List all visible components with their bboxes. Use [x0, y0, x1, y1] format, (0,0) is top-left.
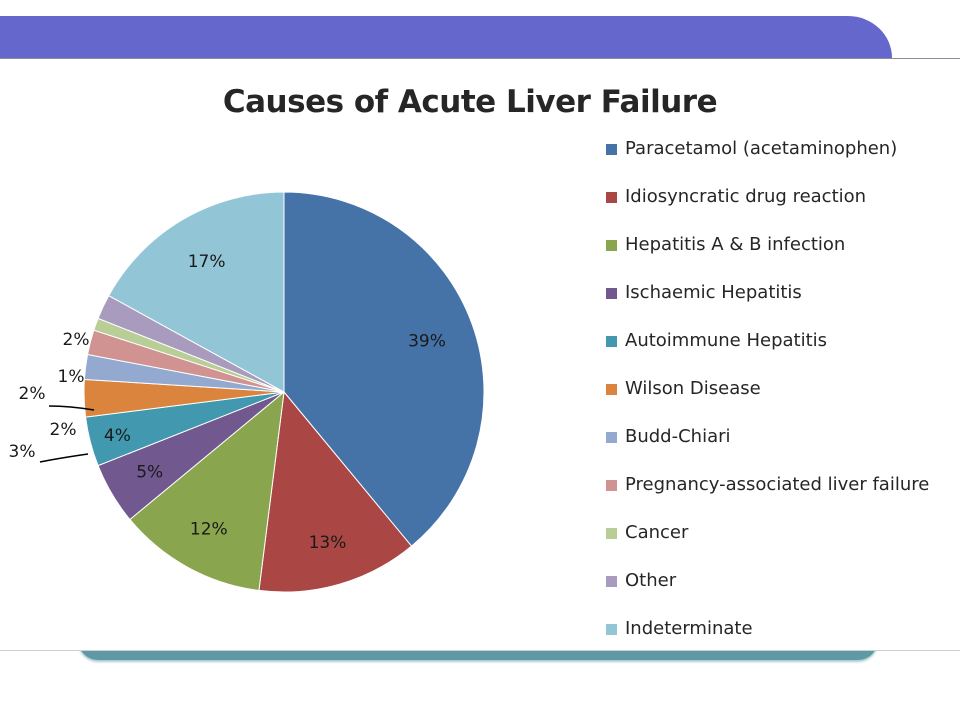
legend-swatch — [606, 144, 617, 155]
legend-label: Autoimmune Hepatitis — [625, 330, 828, 351]
legend-swatch — [606, 384, 617, 395]
legend-swatch — [606, 192, 617, 203]
data-label-indeterminate: 17% — [188, 252, 226, 272]
legend-label: Wilson Disease — [625, 378, 761, 399]
pie-slice-idiosyncratic-drug-reaction — [258, 390, 413, 593]
legend-label: Cancer — [625, 522, 689, 543]
leader-line-wilson-disease — [39, 453, 89, 463]
legend-label: Budd-Chiari — [625, 426, 731, 447]
data-label-wilson-disease: 3% — [9, 442, 36, 462]
chart-legend: Paracetamol (acetaminophen) Idiosyncratic… — [604, 138, 960, 667]
data-label-autoimmune-hepatitis: 4% — [104, 426, 131, 446]
data-label-ischaemic-hepatitis: 5% — [136, 462, 163, 482]
leader-line-pregnancy-associated-liver-failure — [48, 405, 95, 411]
chart-panel: Causes of Acute Liver Failure 39% 13% 12% 5… — [0, 60, 960, 651]
legend-item-indeterminate: Indeterminate — [604, 618, 960, 667]
slide-header-band — [0, 16, 892, 58]
legend-item-cancer: Cancer — [604, 522, 960, 571]
legend-swatch — [606, 528, 617, 539]
slide-header-rule — [0, 58, 960, 59]
legend-swatch — [606, 432, 617, 443]
chart-title: Causes of Acute Liver Failure — [222, 84, 718, 120]
legend-item-pregnancy-associated-liver-failure: Pregnancy-associated liver failure — [604, 474, 960, 523]
legend-label: Indeterminate — [625, 618, 753, 639]
pie-chart: 39%13%12%5%4%3%2%2%1%2%17% — [9, 191, 485, 593]
legend-item-paracetamol-acetaminophen: Paracetamol (acetaminophen) — [604, 138, 960, 187]
data-label-cancer: 1% — [58, 367, 85, 387]
legend-label: Idiosyncratic drug reaction — [625, 186, 867, 207]
legend-swatch — [606, 624, 617, 635]
legend-label: Paracetamol (acetaminophen) — [625, 138, 898, 159]
legend-swatch — [606, 576, 617, 587]
legend-item-autoimmune-hepatitis: Autoimmune Hepatitis — [604, 330, 960, 379]
legend-swatch — [606, 336, 617, 347]
data-label-other: 2% — [63, 330, 90, 350]
legend-swatch — [606, 240, 617, 251]
pie-slice-hepatitis-a-b-infection — [129, 390, 285, 591]
pie-slice-paracetamol-acetaminophen — [283, 191, 485, 547]
legend-item-hepatitis-a-b-infection: Hepatitis A & B infection — [604, 234, 960, 283]
legend-item-budd-chiari: Budd-Chiari — [604, 426, 960, 475]
legend-label: Ischaemic Hepatitis — [625, 282, 802, 303]
data-label-pregnancy-associated-liver-failure: 2% — [19, 384, 46, 404]
data-label-budd-chiari: 2% — [50, 420, 77, 440]
legend-item-idiosyncratic-drug-reaction: Idiosyncratic drug reaction — [604, 186, 960, 235]
legend-label: Pregnancy-associated liver failure — [625, 474, 930, 495]
data-label-hepatitis-a-b-infection: 12% — [190, 520, 228, 540]
legend-label: Hepatitis A & B infection — [625, 234, 846, 255]
legend-swatch — [606, 480, 617, 491]
legend-item-other: Other — [604, 570, 960, 619]
pie-slice-indeterminate — [108, 191, 285, 393]
legend-label: Other — [625, 570, 677, 591]
legend-item-wilson-disease: Wilson Disease — [604, 378, 960, 427]
data-label-paracetamol-acetaminophen: 39% — [408, 332, 446, 352]
legend-item-ischaemic-hepatitis: Ischaemic Hepatitis — [604, 282, 960, 331]
data-label-idiosyncratic-drug-reaction: 13% — [309, 533, 347, 553]
legend-swatch — [606, 288, 617, 299]
